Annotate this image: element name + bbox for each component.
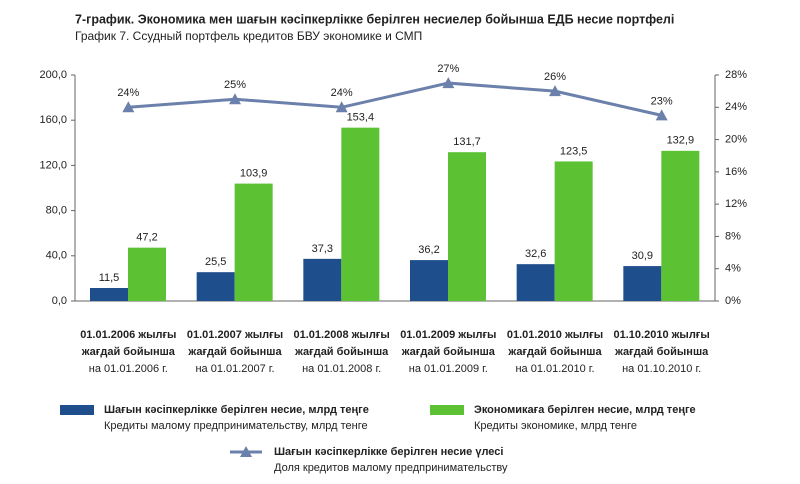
x-tick-label: жағдай бойынша <box>294 346 389 358</box>
y-tick-label: 160,0 <box>39 114 67 126</box>
y2-tick-label: 4% <box>725 263 741 275</box>
x-tick-label: жағдай бойынша <box>507 346 602 358</box>
legend-label: Шағын кәсіпкерлікке берілген несие үлесі <box>274 446 503 458</box>
y2-tick-label: 20% <box>725 133 747 145</box>
x-tick-label: жағдай бойынша <box>81 346 176 358</box>
value-label: 25% <box>224 79 246 91</box>
bar <box>303 258 342 301</box>
x-tick-label: на 01.01.2006 г. <box>89 363 168 375</box>
x-tick-label: на 01.01.2008 г. <box>302 363 381 375</box>
y2-tick-label: 24% <box>725 101 747 113</box>
legend-label: Кредиты экономике, млрд тенге <box>474 420 637 432</box>
legend-swatch <box>430 405 464 415</box>
value-label: 131,7 <box>453 136 481 148</box>
bar <box>516 264 555 301</box>
value-label: 32,6 <box>525 248 546 260</box>
value-label: 30,9 <box>632 250 653 262</box>
x-tick-label: 01.01.2008 жылғы <box>294 329 390 341</box>
x-tick-label: на 01.01.2009 г. <box>409 363 488 375</box>
y-tick-label: 0,0 <box>52 295 67 307</box>
value-label: 47,2 <box>136 232 157 244</box>
line-marker <box>122 101 135 113</box>
y-tick-label: 40,0 <box>46 250 67 262</box>
legend-label: Кредиты малому предпринимательству, млрд… <box>104 420 368 432</box>
line-marker <box>335 101 348 113</box>
bar <box>661 150 700 301</box>
legend-label: Экономикаға берілген несие, млрд теңге <box>474 404 696 416</box>
value-label: 132,9 <box>667 135 695 147</box>
legend-label: Доля кредитов малому предпринимательству <box>274 462 508 474</box>
line-marker <box>549 85 561 97</box>
y-tick-label: 80,0 <box>46 205 67 217</box>
bar <box>196 272 235 301</box>
y2-tick-label: 16% <box>725 166 747 178</box>
value-label: 23% <box>651 95 673 107</box>
bar <box>410 260 448 301</box>
legend-label: Шағын кәсіпкерлікке берілген несие, млрд… <box>104 404 369 416</box>
line-marker <box>229 93 241 105</box>
bar <box>554 161 593 301</box>
value-label: 24% <box>331 87 353 99</box>
value-label: 27% <box>437 63 459 75</box>
legend-swatch <box>240 446 252 457</box>
value-label: 103,9 <box>240 167 268 179</box>
value-label: 24% <box>117 87 139 99</box>
x-tick-label: на 01.01.2010 г. <box>515 363 594 375</box>
y2-tick-label: 0% <box>725 295 741 307</box>
x-tick-label: жағдай бойынша <box>401 346 496 358</box>
line-marker <box>655 109 668 121</box>
value-label: 25,5 <box>205 256 226 268</box>
bar <box>623 266 662 301</box>
y2-tick-label: 8% <box>725 230 741 242</box>
y-tick-label: 200,0 <box>39 69 67 81</box>
value-label: 37,3 <box>312 243 333 255</box>
bar <box>90 288 128 301</box>
x-tick-label: 01.01.2006 жылғы <box>80 329 176 341</box>
x-tick-label: 01.01.2009 жылғы <box>400 329 496 341</box>
bar <box>128 247 166 301</box>
bar <box>341 127 380 302</box>
chart-title: 7-график. Экономика мен шағын кәсіпкерлі… <box>75 12 674 26</box>
value-label: 11,5 <box>99 272 120 284</box>
x-tick-label: жағдай бойынша <box>614 346 709 358</box>
value-label: 26% <box>544 71 566 83</box>
bar <box>448 152 486 301</box>
legend-swatch <box>60 405 94 415</box>
x-tick-label: на 01.01.2007 г. <box>195 363 274 375</box>
y2-tick-label: 28% <box>725 69 747 81</box>
x-tick-label: жағдай бойынша <box>187 346 282 358</box>
x-tick-label: на 01.10.2010 г. <box>622 363 701 375</box>
x-tick-label: 01.10.2010 жылғы <box>614 329 710 341</box>
x-tick-label: 01.01.2007 жылғы <box>187 329 283 341</box>
bar <box>234 183 273 301</box>
line-marker <box>442 77 455 89</box>
value-label: 153,4 <box>347 112 375 124</box>
value-label: 123,5 <box>560 145 588 157</box>
value-label: 36,2 <box>418 244 439 256</box>
x-tick-label: 01.01.2010 жылғы <box>507 329 603 341</box>
y-tick-label: 120,0 <box>39 159 67 171</box>
y2-tick-label: 12% <box>725 198 747 210</box>
chart-subtitle: График 7. Ссудный портфель кредитов БВУ … <box>75 29 422 43</box>
line <box>128 81 662 117</box>
